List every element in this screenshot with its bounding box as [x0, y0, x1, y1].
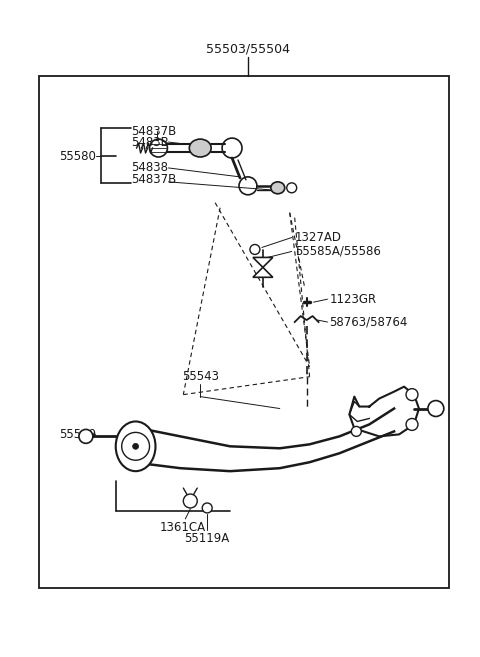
Circle shape: [406, 389, 418, 401]
Circle shape: [202, 503, 212, 513]
Circle shape: [351, 426, 361, 436]
Ellipse shape: [116, 421, 156, 471]
Ellipse shape: [189, 139, 211, 157]
Polygon shape: [253, 258, 273, 267]
Circle shape: [79, 430, 93, 443]
Text: 5483B: 5483B: [131, 135, 168, 148]
Circle shape: [132, 443, 139, 449]
Text: 55503/55504: 55503/55504: [206, 42, 290, 55]
Circle shape: [250, 244, 260, 254]
Text: 55580: 55580: [59, 150, 96, 162]
Text: 54837B: 54837B: [131, 125, 176, 138]
Text: 54838: 54838: [131, 162, 168, 175]
Text: 1361CA: 1361CA: [159, 522, 205, 534]
Circle shape: [183, 494, 197, 508]
Text: 58763/58764: 58763/58764: [329, 315, 408, 328]
Circle shape: [406, 419, 418, 430]
Text: 54837B: 54837B: [131, 173, 176, 187]
Text: 55585A/55586: 55585A/55586: [295, 245, 381, 258]
Text: 55119A: 55119A: [185, 532, 230, 545]
Bar: [39, 76, 449, 589]
Circle shape: [428, 401, 444, 417]
Polygon shape: [253, 267, 273, 277]
Text: 1123GR: 1123GR: [329, 292, 377, 306]
Text: 55549: 55549: [59, 428, 96, 441]
Text: 55543: 55543: [182, 370, 219, 383]
Text: 1327AD: 1327AD: [295, 231, 342, 244]
Ellipse shape: [271, 182, 285, 194]
